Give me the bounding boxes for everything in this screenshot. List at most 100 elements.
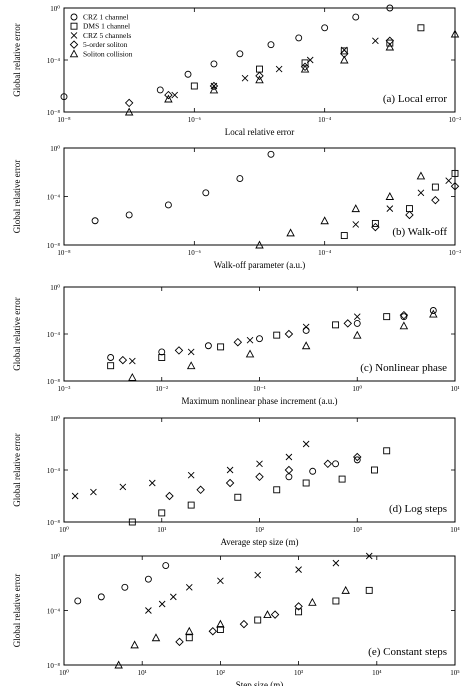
data-point-square xyxy=(302,479,310,487)
data-point-x xyxy=(187,471,195,479)
data-point-square xyxy=(340,232,348,240)
data-point-square xyxy=(332,321,340,329)
data-point-circle xyxy=(184,70,192,78)
data-point-x xyxy=(226,466,234,474)
data-point-circle xyxy=(352,13,360,21)
x-tick-label: 10⁵ xyxy=(450,669,460,677)
data-point-triangle xyxy=(263,610,272,619)
data-point-x xyxy=(386,205,394,212)
data-point-circle xyxy=(162,562,170,569)
data-point-square xyxy=(158,509,166,517)
data-point-x xyxy=(170,593,177,601)
data-point-diamond xyxy=(233,337,243,347)
data-point-circle xyxy=(210,60,218,68)
data-point-square xyxy=(273,331,281,339)
data-point-circle xyxy=(353,319,361,327)
data-point-square xyxy=(332,597,340,605)
x-tick-label: 10⁻³ xyxy=(58,385,71,393)
data-point-square xyxy=(406,205,413,213)
data-point-x xyxy=(254,571,262,579)
data-point-diamond xyxy=(343,319,353,328)
data-point-triangle xyxy=(124,107,134,116)
data-point-x xyxy=(353,313,361,320)
y-axis-title: Global relative error xyxy=(12,297,22,370)
data-point-diamond xyxy=(284,465,294,475)
y-tick-label: 10⁰ xyxy=(50,5,60,13)
data-point-circle xyxy=(386,4,394,12)
data-point-triangle xyxy=(352,330,362,339)
data-point-square xyxy=(217,343,225,351)
data-point-x xyxy=(302,323,310,331)
data-point-square xyxy=(254,616,262,624)
data-point-x xyxy=(352,221,360,228)
data-point-diamond xyxy=(353,452,362,462)
data-point-diamond xyxy=(371,222,380,232)
data-point-circle xyxy=(202,189,210,197)
data-point-circle xyxy=(429,307,437,314)
data-point-square xyxy=(451,169,459,177)
y-tick-label: 10⁰ xyxy=(50,553,60,561)
data-point-triangle xyxy=(300,64,310,73)
y-axis-title: Global relative error xyxy=(12,23,22,96)
data-point-triangle xyxy=(385,192,395,200)
data-point-diamond xyxy=(255,71,264,81)
x-tick-label: 10⁻⁴ xyxy=(318,249,332,257)
data-point-triangle xyxy=(216,619,225,628)
data-point-triangle xyxy=(416,171,426,180)
data-point-triangle xyxy=(255,240,264,249)
x-tick-label: 10¹ xyxy=(450,385,459,393)
x-tick-label: 10⁻⁶ xyxy=(188,116,202,124)
x-tick-label: 10¹ xyxy=(157,526,166,534)
data-point-x xyxy=(71,492,79,500)
panel-5: 10⁰ 10¹ 10² 10³ 10⁴ 10⁵ 10⁻⁸ 10⁻⁴ 10⁰ Step size (… xyxy=(12,552,460,686)
x-tick-label: 10⁰ xyxy=(352,385,362,393)
data-point-diamond xyxy=(174,346,184,355)
data-point-circle xyxy=(353,456,361,464)
data-point-circle xyxy=(302,327,310,334)
y-tick-label: 10⁻⁴ xyxy=(47,608,61,616)
data-point-square xyxy=(371,219,379,227)
data-point-triangle xyxy=(450,29,460,38)
data-point-circle xyxy=(125,211,133,219)
data-point-triangle xyxy=(209,85,219,94)
x-tick-label: 10⁴ xyxy=(372,669,382,677)
data-point-square xyxy=(340,47,348,55)
data-point-triangle xyxy=(245,349,255,358)
data-point-circle xyxy=(267,41,275,49)
x-tick-label: 10⁰ xyxy=(59,669,69,677)
data-point-diamond xyxy=(300,62,310,72)
data-point-triangle xyxy=(128,373,137,381)
data-point-x xyxy=(185,584,193,591)
data-point-diamond xyxy=(196,485,205,495)
y-tick-label: 10⁻⁸ xyxy=(47,242,61,250)
y-tick-label: 10⁻⁸ xyxy=(47,519,61,527)
legend-marker-diamond xyxy=(69,40,79,49)
data-point-square xyxy=(386,39,394,47)
y-tick-label: 10⁻⁸ xyxy=(47,662,61,670)
data-point-x xyxy=(295,566,302,573)
data-point-triangle xyxy=(399,321,409,330)
data-point-triangle xyxy=(164,94,173,103)
data-point-circle xyxy=(164,201,172,209)
data-point-triangle xyxy=(301,341,311,350)
data-point-diamond xyxy=(284,329,294,339)
data-point-x xyxy=(372,37,379,45)
data-point-circle xyxy=(309,467,317,475)
data-point-circle xyxy=(295,34,303,42)
data-point-circle xyxy=(321,24,329,32)
x-tick-label: 10⁻⁸ xyxy=(57,249,71,257)
data-point-circle xyxy=(285,473,293,481)
x-axis-title: Walk-off parameter (a.u.) xyxy=(214,260,306,270)
panel-label: (c) Nonlinear phase xyxy=(360,362,447,374)
x-axis-title: Local relative error xyxy=(225,127,294,137)
data-point-square xyxy=(107,362,115,370)
data-point-x xyxy=(365,552,373,560)
y-axis-title: Global relative error xyxy=(12,160,22,233)
data-point-x xyxy=(256,460,263,468)
data-point-circle xyxy=(91,217,99,225)
data-point-triangle xyxy=(185,626,194,635)
x-tick-label: 10⁰ xyxy=(59,526,69,534)
data-point-x xyxy=(417,189,425,197)
legend-marker-x xyxy=(70,32,78,39)
